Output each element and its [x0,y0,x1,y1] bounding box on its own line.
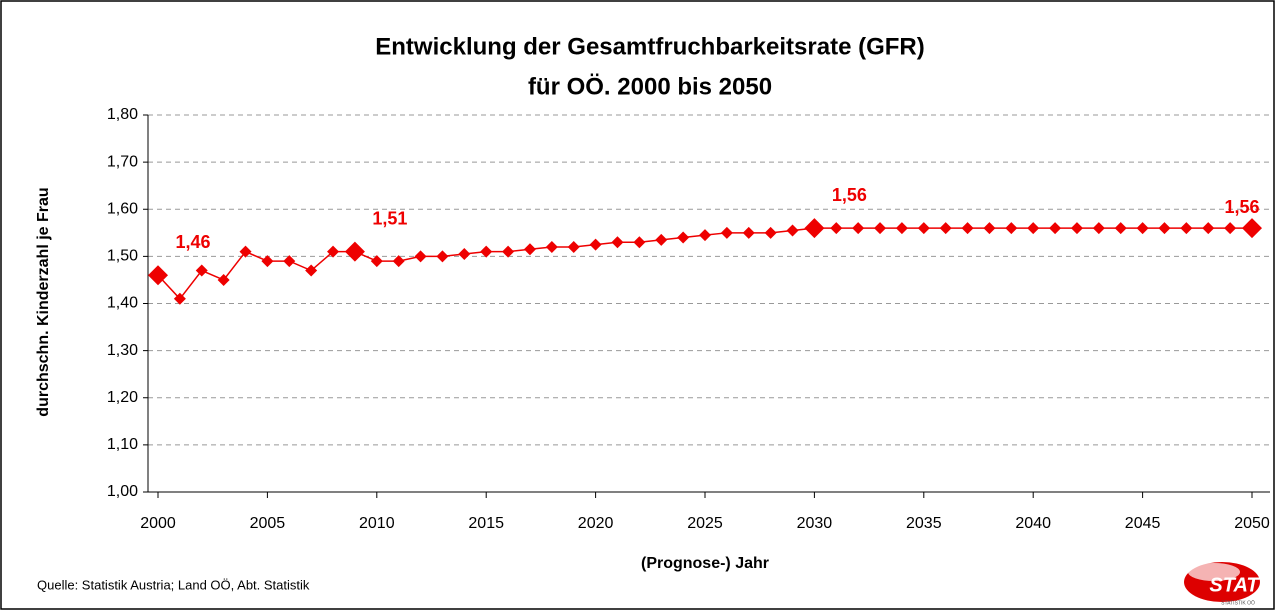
x-tick-label: 2010 [359,515,395,532]
data-point [173,292,186,305]
x-tick-label: 2000 [140,515,176,532]
data-label: 1,51 [372,208,407,228]
data-point [830,222,843,235]
y-tick-label: 1,10 [107,436,138,453]
data-point [1242,218,1262,239]
data-point [764,226,777,239]
data-point [414,250,427,263]
data-point [283,255,296,268]
x-axis-label: (Prognose-) Jahr [641,555,769,572]
data-point [148,265,168,286]
y-tick-label: 1,50 [107,248,138,265]
data-point [480,245,493,258]
data-point [983,222,996,235]
y-axis-label: durchschn. Kinderzahl je Frau [35,187,52,416]
logo-text: STAT [1209,574,1260,596]
y-tick-label: 1,40 [107,295,138,312]
x-tick-label: 2005 [250,515,286,532]
data-point [852,222,865,235]
data-point [1092,222,1105,235]
logo: STAT STATISTIK OÖ [1184,562,1260,606]
data-point [1070,222,1083,235]
y-tick-label: 1,30 [107,342,138,359]
data-point [502,245,515,258]
data-point [699,229,711,242]
data-point [917,222,930,235]
data-point [1027,222,1040,235]
chart-title: Entwicklung der Gesamtfruchbarkeitsrate … [375,33,924,60]
data-point [195,264,208,277]
data-label: 1,56 [1224,197,1259,217]
x-tick-label: 2020 [578,515,614,532]
data-point [545,240,558,253]
data-point [786,224,799,237]
data-point [720,226,733,239]
data-point [677,231,690,244]
data-point [874,222,887,235]
data-point [895,222,908,235]
data-point [961,222,974,235]
data-point [217,273,230,286]
data-point [1049,222,1062,235]
y-tick-label: 1,00 [107,483,138,500]
data-point [261,255,274,268]
x-tick-label: 2030 [797,515,833,532]
source-note: Quelle: Statistik Austria; Land OÖ, Abt.… [37,577,310,592]
data-point [1180,222,1193,235]
x-tick-label: 2035 [906,515,942,532]
data-point [1202,222,1215,235]
y-tick-label: 1,60 [107,200,138,217]
x-tick-label: 2015 [468,515,504,532]
logo-highlight [1188,563,1240,581]
data-point [589,238,602,251]
data-point [344,241,365,262]
y-tick-label: 1,70 [107,153,138,170]
x-tick-label: 2040 [1015,515,1051,532]
data-point [305,264,318,277]
data-label: 1,56 [832,185,867,205]
data-point [327,245,340,258]
data-point [939,222,952,235]
data-point [523,243,536,256]
data-point [1136,222,1149,235]
data-point [611,236,624,249]
chart-subtitle: für OÖ. 2000 bis 2050 [528,73,772,100]
x-tick-label: 2045 [1125,515,1161,532]
data-point [633,236,646,249]
data-point [567,240,580,253]
data-point [370,255,383,268]
data-point [1114,222,1127,235]
data-point [1005,222,1018,235]
data-point [436,250,449,263]
x-tick-label: 2025 [687,515,723,532]
data-point [1158,222,1171,235]
data-point [1224,222,1237,235]
data-point [742,226,755,239]
data-label: 1,46 [175,232,210,252]
data-point [804,218,825,239]
x-tick-label: 2050 [1234,515,1270,532]
data-point [655,233,668,246]
y-tick-label: 1,20 [107,389,138,406]
data-point [458,248,471,261]
data-point [392,255,405,268]
y-tick-label: 1,80 [107,106,138,123]
logo-subtext: STATISTIK OÖ [1221,599,1255,606]
data-point [239,245,252,258]
